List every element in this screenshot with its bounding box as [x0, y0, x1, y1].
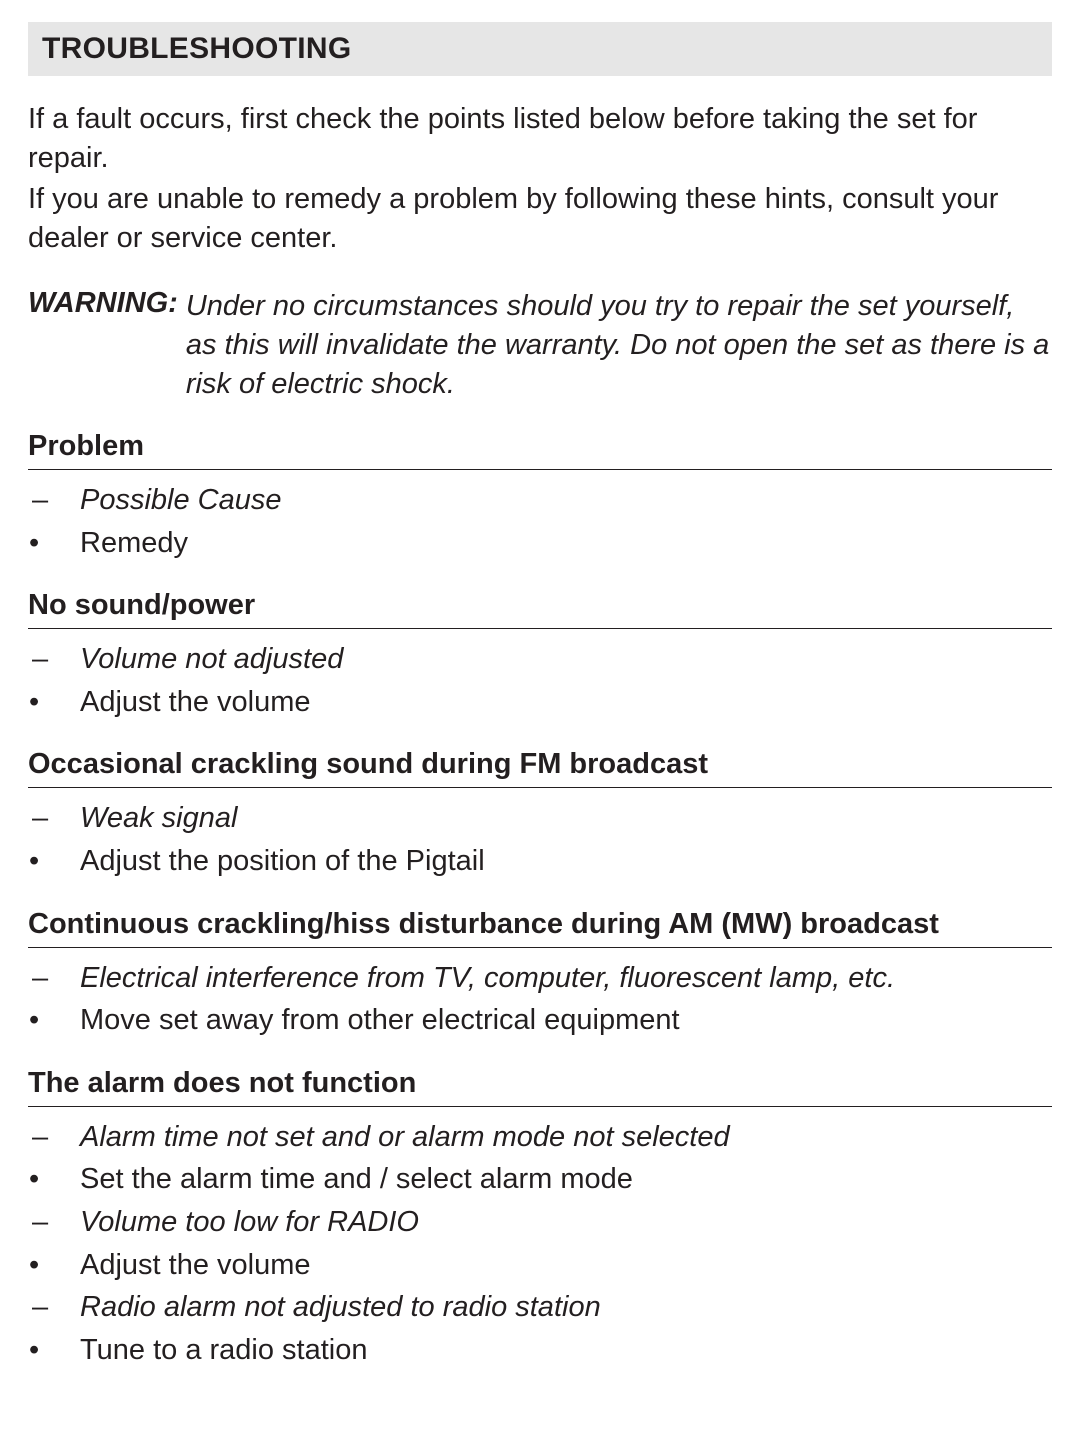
- possible-cause-line: –Possible Cause: [28, 480, 1052, 521]
- bullet-marker: •: [28, 523, 80, 564]
- possible-cause-line: –Weak signal: [28, 798, 1052, 839]
- section-title: TROUBLESHOOTING: [42, 32, 1038, 66]
- warning-block: WARNING: Under no circumstances should y…: [28, 287, 1052, 404]
- warning-text: Under no circumstances should you try to…: [186, 287, 1052, 404]
- remedy-text: Adjust the volume: [80, 1245, 311, 1286]
- possible-cause-line: –Radio alarm not adjusted to radio stati…: [28, 1287, 1052, 1328]
- remedy-line: •Set the alarm time and / select alarm m…: [28, 1159, 1052, 1200]
- problem-block: No sound/power –Volume not adjusted•Adjus…: [28, 589, 1052, 722]
- bullet-marker: •: [28, 1000, 80, 1041]
- problem-heading: Problem: [28, 430, 1052, 470]
- remedy-line: •Remedy: [28, 523, 1052, 564]
- problem-heading: Continuous crackling/hiss disturbance du…: [28, 908, 1052, 948]
- dash-marker: –: [28, 798, 80, 839]
- problem-block: Continuous crackling/hiss disturbance du…: [28, 908, 1052, 1041]
- intro-line: If you are unable to remedy a problem by…: [28, 180, 1052, 258]
- cause-text: Volume not adjusted: [80, 639, 343, 680]
- problem-block: The alarm does not function–Alarm time n…: [28, 1067, 1052, 1371]
- cause-text: Possible Cause: [80, 480, 282, 521]
- cause-text: Weak signal: [80, 798, 237, 839]
- intro-paragraph: If a fault occurs, first check the point…: [28, 100, 1052, 259]
- remedy-line: •Adjust the position of the Pigtail: [28, 841, 1052, 882]
- warning-label: WARNING:: [28, 287, 178, 404]
- problem-heading: The alarm does not function: [28, 1067, 1052, 1107]
- intro-line: If a fault occurs, first check the point…: [28, 100, 1052, 178]
- bullet-marker: •: [28, 841, 80, 882]
- possible-cause-line: –Volume not adjusted: [28, 639, 1052, 680]
- remedy-line: •Adjust the volume: [28, 682, 1052, 723]
- bullet-marker: •: [28, 1330, 80, 1371]
- remedy-text: Adjust the volume: [80, 682, 311, 723]
- possible-cause-line: –Electrical interference from TV, comput…: [28, 958, 1052, 999]
- cause-text: Radio alarm not adjusted to radio statio…: [80, 1287, 601, 1328]
- cause-text: Volume too low for RADIO: [80, 1202, 419, 1243]
- bullet-marker: •: [28, 682, 80, 723]
- troubleshooting-page: TROUBLESHOOTING If a fault occurs, first…: [0, 0, 1080, 1436]
- remedy-text: Remedy: [80, 523, 188, 564]
- remedy-text: Adjust the position of the Pigtail: [80, 841, 485, 882]
- remedy-text: Move set away from other electrical equi…: [80, 1000, 680, 1041]
- remedy-line: •Move set away from other electrical equ…: [28, 1000, 1052, 1041]
- remedy-line: •Tune to a radio station: [28, 1330, 1052, 1371]
- bullet-marker: •: [28, 1245, 80, 1286]
- problems-list: Problem–Possible Cause•RemedyNo sound/po…: [28, 430, 1052, 1370]
- dash-marker: –: [28, 958, 80, 999]
- remedy-text: Set the alarm time and / select alarm mo…: [80, 1159, 633, 1200]
- problem-heading: Occasional crackling sound during FM bro…: [28, 748, 1052, 788]
- dash-marker: –: [28, 1287, 80, 1328]
- possible-cause-line: –Volume too low for RADIO: [28, 1202, 1052, 1243]
- dash-marker: –: [28, 1202, 80, 1243]
- possible-cause-line: –Alarm time not set and or alarm mode no…: [28, 1117, 1052, 1158]
- remedy-line: •Adjust the volume: [28, 1245, 1052, 1286]
- bullet-marker: •: [28, 1159, 80, 1200]
- problem-block: Occasional crackling sound during FM bro…: [28, 748, 1052, 881]
- dash-marker: –: [28, 480, 80, 521]
- section-title-bar: TROUBLESHOOTING: [28, 22, 1052, 76]
- problem-heading: No sound/power: [28, 589, 1052, 629]
- remedy-text: Tune to a radio station: [80, 1330, 368, 1371]
- dash-marker: –: [28, 1117, 80, 1158]
- cause-text: Alarm time not set and or alarm mode not…: [80, 1117, 730, 1158]
- problem-block: Problem –Possible Cause•Remedy: [28, 430, 1052, 563]
- cause-text: Electrical interference from TV, compute…: [80, 958, 895, 999]
- dash-marker: –: [28, 639, 80, 680]
